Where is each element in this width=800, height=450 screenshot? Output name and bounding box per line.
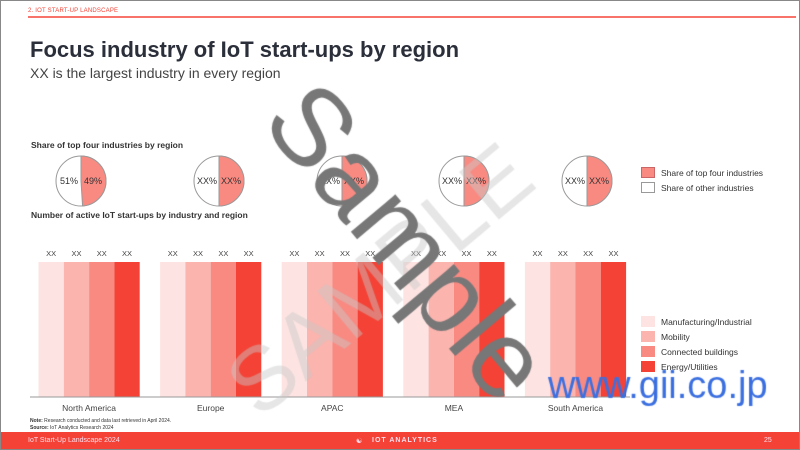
source-label: Source: bbox=[30, 425, 49, 431]
bar bbox=[428, 262, 454, 397]
legend-label: Manufacturing/Industrial bbox=[661, 316, 752, 327]
bar-data-label: XX bbox=[462, 249, 472, 258]
legend-label: Mobility bbox=[661, 331, 690, 342]
bar-data-label: XX bbox=[315, 249, 325, 258]
legend-mobility: Mobility bbox=[641, 331, 690, 342]
pie-label-other: XX% bbox=[565, 176, 585, 186]
brand-logo-icon: ☯ bbox=[356, 438, 363, 445]
bar-data-label: XX bbox=[122, 249, 132, 258]
pie-label-top-four: 49% bbox=[84, 176, 102, 186]
x-tick-label: MEA bbox=[445, 403, 464, 413]
footer-left: IoT Start-Up Landscape 2024 bbox=[28, 437, 120, 444]
pie-label-other: 51% bbox=[60, 176, 78, 186]
bar bbox=[403, 262, 429, 397]
x-tick-label: South America bbox=[548, 403, 604, 413]
bar bbox=[63, 262, 90, 397]
bar-data-label: XX bbox=[365, 249, 375, 258]
note-label: Note: bbox=[30, 418, 43, 424]
legend-label: Share of other industries bbox=[661, 182, 754, 193]
notes: Note: Research conducted and data last r… bbox=[30, 418, 171, 432]
bar bbox=[332, 262, 358, 397]
bar bbox=[524, 262, 551, 397]
legend-swatch bbox=[641, 331, 655, 342]
pie-label-top-four: XX% bbox=[589, 176, 609, 186]
bar bbox=[160, 262, 186, 397]
bar-data-label: XX bbox=[46, 249, 56, 258]
legend-top-four: Share of top four industries bbox=[641, 167, 763, 178]
bar bbox=[185, 262, 211, 397]
bar-data-label: XX bbox=[97, 249, 107, 258]
bar-data-label: XX bbox=[168, 249, 178, 258]
bar bbox=[453, 262, 480, 397]
bar bbox=[210, 262, 236, 397]
legend-other: Share of other industries bbox=[641, 182, 754, 193]
bar-data-label: XX bbox=[608, 249, 618, 258]
bar-data-label: XX bbox=[71, 249, 81, 258]
legend-swatch bbox=[641, 346, 655, 357]
legend-label: Share of top four industries bbox=[661, 167, 764, 178]
legend-manufacturing: Manufacturing/Industrial bbox=[641, 316, 752, 327]
note-text: Research conducted and data last retriev… bbox=[44, 418, 172, 424]
note-line: Note: Research conducted and data last r… bbox=[30, 418, 171, 425]
legend-connected-buildings: Connected buildings bbox=[641, 346, 738, 357]
legend-label: Energy/Utilities bbox=[661, 361, 718, 372]
bar bbox=[575, 262, 601, 397]
bar-data-label: XX bbox=[289, 249, 299, 258]
pie-label-top-four: XX% bbox=[344, 176, 364, 186]
bar bbox=[479, 262, 505, 397]
pie-label-other: XX% bbox=[320, 176, 340, 186]
bar bbox=[281, 262, 307, 397]
pie-label-top-four: XX% bbox=[466, 176, 486, 186]
bar-data-label: XX bbox=[340, 249, 350, 258]
pie-label-other: XX% bbox=[442, 176, 462, 186]
page-number: 25 bbox=[764, 437, 772, 444]
bar-data-label: XX bbox=[533, 249, 543, 258]
bar-data-label: XX bbox=[218, 249, 228, 258]
bar-data-label: XX bbox=[487, 249, 497, 258]
legend-label: Connected buildings bbox=[661, 346, 739, 357]
footer-bar: IoT Start-Up Landscape 2024 ☯ IOT ANALYT… bbox=[0, 432, 800, 450]
bar bbox=[236, 262, 262, 397]
bar bbox=[550, 262, 576, 397]
legend-swatch bbox=[641, 167, 655, 178]
x-tick-label: Europe bbox=[197, 403, 225, 413]
bar bbox=[307, 262, 333, 397]
bar-data-label: XX bbox=[583, 249, 593, 258]
bar-data-label: XX bbox=[558, 249, 568, 258]
bar-data-label: XX bbox=[436, 249, 446, 258]
legend-swatch bbox=[641, 316, 655, 327]
legend-swatch bbox=[641, 361, 655, 372]
bar bbox=[38, 262, 64, 397]
x-tick-label: North America bbox=[62, 403, 116, 413]
bar bbox=[114, 262, 140, 397]
pie-label-top-four: XX% bbox=[221, 176, 241, 186]
bar-data-label: XX bbox=[193, 249, 203, 258]
brand-name: IOT ANALYTICS bbox=[372, 437, 438, 444]
bar bbox=[357, 262, 383, 397]
source-text: IoT Analytics Research 2024 bbox=[50, 425, 114, 431]
bar bbox=[600, 262, 627, 397]
legend-swatch bbox=[641, 182, 655, 193]
x-tick-label: APAC bbox=[321, 403, 344, 413]
legend-energy: Energy/Utilities bbox=[641, 361, 718, 372]
source-line: Source: IoT Analytics Research 2024 bbox=[30, 425, 171, 432]
bar-data-label: XX bbox=[411, 249, 421, 258]
bar-data-label: XX bbox=[244, 249, 254, 258]
pie-label-other: XX% bbox=[197, 176, 217, 186]
bar bbox=[89, 262, 115, 397]
